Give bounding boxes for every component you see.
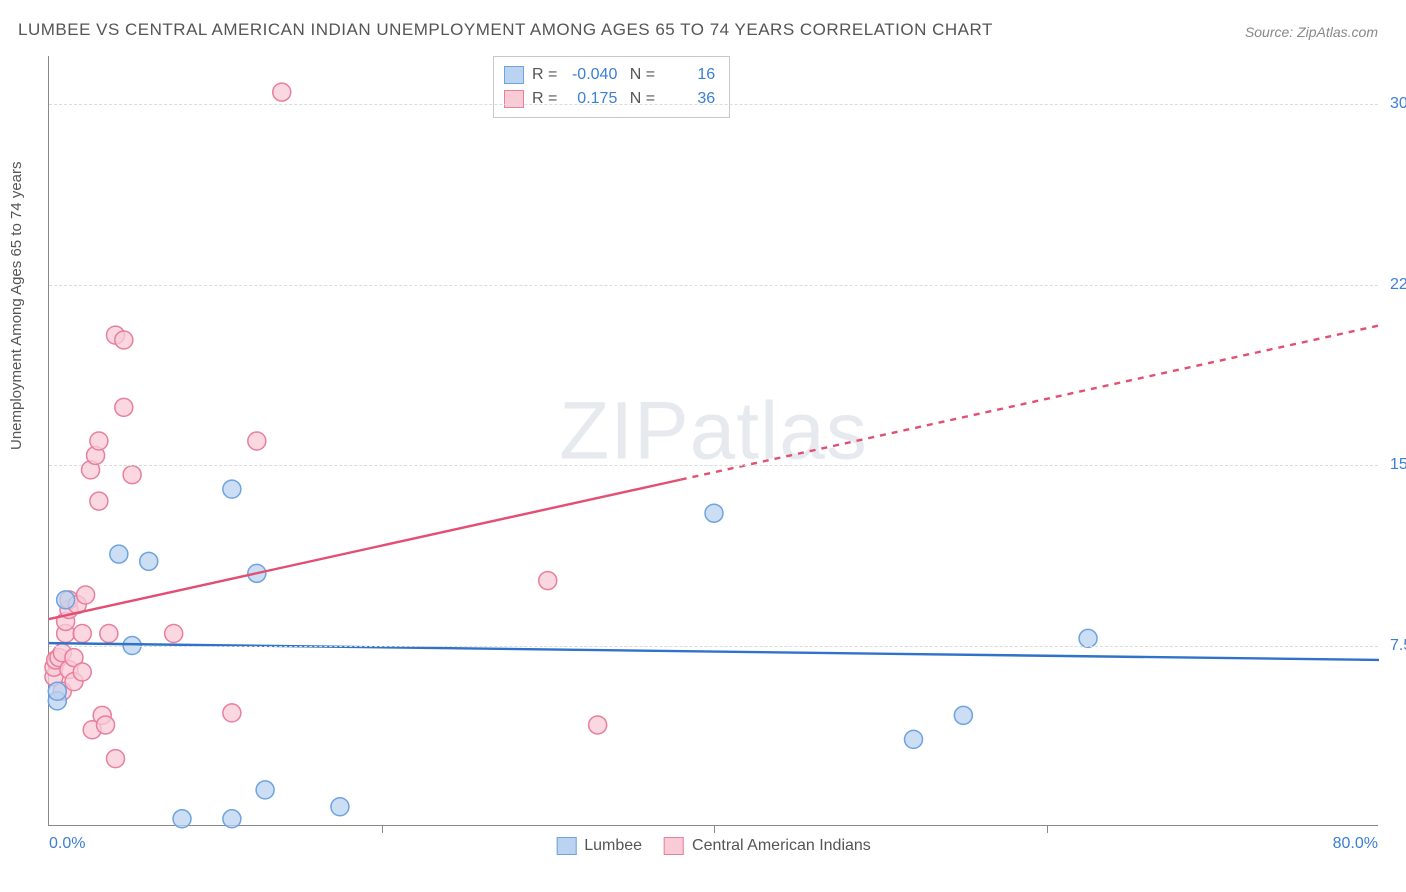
legend-swatch-cai xyxy=(664,837,684,855)
legend-label-lumbee: Lumbee xyxy=(584,837,642,855)
y-axis-label: Unemployment Among Ages 65 to 74 years xyxy=(8,161,25,450)
chart-title: LUMBEE VS CENTRAL AMERICAN INDIAN UNEMPL… xyxy=(18,20,993,40)
bottom-legend: Lumbee Central American Indians xyxy=(556,837,871,855)
legend-label-cai: Central American Indians xyxy=(692,837,871,855)
legend-item-cai: Central American Indians xyxy=(664,837,871,855)
source-label: Source: ZipAtlas.com xyxy=(1245,24,1378,40)
y-tick-label: 15.0% xyxy=(1382,456,1406,474)
y-tick-label: 22.5% xyxy=(1382,276,1406,294)
y-tick-label: 30.0% xyxy=(1382,95,1406,113)
y-tick-label: 7.5% xyxy=(1382,637,1406,655)
plot-svg xyxy=(49,56,1378,825)
x-end-label: 80.0% xyxy=(1333,835,1378,853)
x-origin-label: 0.0% xyxy=(49,835,85,853)
legend-swatch-lumbee xyxy=(556,837,576,855)
legend-item-lumbee: Lumbee xyxy=(556,837,642,855)
chart-area: ZIPatlas R = -0.040 N = 16 R = 0.175 N =… xyxy=(48,56,1378,826)
